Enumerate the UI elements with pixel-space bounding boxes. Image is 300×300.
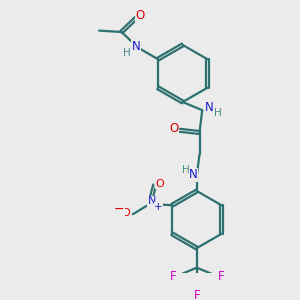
Text: N: N [189,168,198,182]
Text: O: O [122,208,130,218]
Text: N: N [132,40,140,52]
Text: O: O [155,178,164,188]
Text: O: O [136,9,145,22]
Text: −: − [113,203,124,216]
Text: +: + [154,202,163,212]
Text: F: F [194,289,200,300]
Text: N: N [148,196,156,206]
Text: H: H [182,165,190,175]
Text: F: F [218,270,224,283]
Text: H: H [214,108,222,118]
Text: O: O [169,122,178,135]
Text: F: F [169,270,176,283]
Text: H: H [123,48,131,58]
Text: N: N [205,101,213,114]
